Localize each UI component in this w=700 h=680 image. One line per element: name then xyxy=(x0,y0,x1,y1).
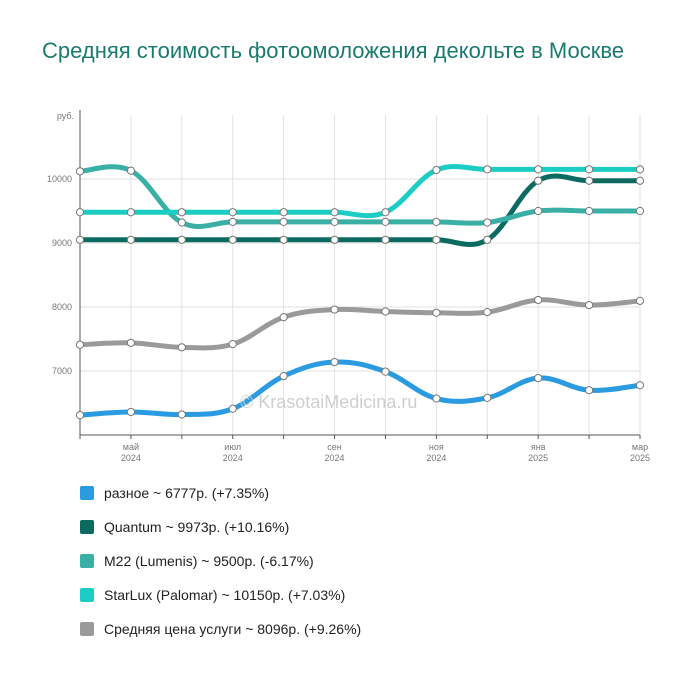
data-point-series-3-1[interactable] xyxy=(126,208,136,217)
x-tick-label-month: май xyxy=(123,442,139,452)
data-point-series-2-9[interactable] xyxy=(534,206,543,216)
data-point-series-2-7[interactable] xyxy=(432,217,441,226)
x-tick-label-month: янв xyxy=(531,442,546,452)
x-tick-label-year: 2025 xyxy=(630,453,650,463)
data-point-series-4-1[interactable] xyxy=(126,338,136,347)
data-point-series-1-0[interactable] xyxy=(75,235,85,244)
chart-title: Средняя стоимость фотоомоложения декольт… xyxy=(42,38,625,63)
data-point-series-3-10[interactable] xyxy=(584,165,594,174)
data-point-series-3-8[interactable] xyxy=(483,165,492,174)
legend-item[interactable]: M22 (Lumenis) ~ 9500р. (-6.17%) xyxy=(80,552,361,586)
data-point-series-2-3[interactable] xyxy=(228,217,237,226)
legend-label: Quantum ~ 9973р. (+10.16%) xyxy=(104,519,290,535)
data-point-series-1-10[interactable] xyxy=(584,176,594,185)
data-point-series-0-10[interactable] xyxy=(584,386,594,395)
x-tick-label-year: 2024 xyxy=(223,453,243,463)
legend-swatch xyxy=(80,554,94,568)
x-tick-label-year: 2024 xyxy=(325,453,345,463)
data-point-series-2-1[interactable] xyxy=(126,166,136,175)
data-point-series-1-1[interactable] xyxy=(126,235,136,244)
data-point-series-0-1[interactable] xyxy=(126,407,136,417)
y-tick-label: 10000 xyxy=(47,174,72,184)
series-line-0 xyxy=(77,359,643,418)
data-point-series-1-7[interactable] xyxy=(432,235,441,244)
data-point-series-1-6[interactable] xyxy=(381,235,390,244)
data-point-series-4-11[interactable] xyxy=(635,296,645,305)
data-point-series-2-2[interactable] xyxy=(177,218,186,227)
data-point-series-0-8[interactable] xyxy=(483,393,492,402)
data-point-series-2-4[interactable] xyxy=(279,217,288,226)
data-point-series-3-9[interactable] xyxy=(534,165,543,174)
data-point-series-4-4[interactable] xyxy=(279,313,288,322)
data-point-series-0-7[interactable] xyxy=(432,394,441,403)
legend-label: разное ~ 6777р. (+7.35%) xyxy=(104,485,269,501)
x-tick-label-month: июл xyxy=(224,442,241,452)
data-point-series-4-0[interactable] xyxy=(75,340,85,349)
data-point-series-3-3[interactable] xyxy=(228,208,237,217)
data-point-series-1-3[interactable] xyxy=(228,235,237,244)
data-point-series-1-4[interactable] xyxy=(279,235,288,244)
y-axis-unit: руб. xyxy=(57,111,74,121)
y-tick-label: 7000 xyxy=(52,366,72,376)
x-tick-label-year: 2024 xyxy=(121,453,141,463)
x-tick-label-month: ноя xyxy=(429,442,444,452)
data-point-series-4-6[interactable] xyxy=(381,307,390,316)
legend-label: StarLux (Palomar) ~ 10150р. (+7.03%) xyxy=(104,587,346,603)
series-line-4 xyxy=(77,297,643,351)
data-point-series-1-2[interactable] xyxy=(177,235,186,244)
chart-legend: разное ~ 6777р. (+7.35%) Quantum ~ 9973р.… xyxy=(80,484,361,654)
legend-label: M22 (Lumenis) ~ 9500р. (-6.17%) xyxy=(104,553,314,569)
data-point-series-0-4[interactable] xyxy=(279,372,288,381)
x-tick-label-year: 2025 xyxy=(528,453,548,463)
legend-item[interactable]: StarLux (Palomar) ~ 10150р. (+7.03%) xyxy=(80,586,361,620)
data-point-series-4-9[interactable] xyxy=(534,295,543,305)
legend-item[interactable]: разное ~ 6777р. (+7.35%) xyxy=(80,484,361,518)
legend-item[interactable]: Quantum ~ 9973р. (+10.16%) xyxy=(80,518,361,552)
data-point-series-0-9[interactable] xyxy=(534,373,543,383)
data-point-series-3-7[interactable] xyxy=(432,165,441,175)
data-point-series-3-6[interactable] xyxy=(381,208,390,217)
legend-label: Средняя цена услуги ~ 8096р. (+9.26%) xyxy=(104,621,362,637)
line-chart: 70008000900010000руб.май2024июл2024сен20… xyxy=(47,110,650,463)
data-point-series-0-0[interactable] xyxy=(75,411,85,420)
data-point-series-2-5[interactable] xyxy=(330,217,339,226)
data-point-series-0-11[interactable] xyxy=(635,381,645,390)
data-point-series-4-7[interactable] xyxy=(432,308,441,317)
data-point-series-0-5[interactable] xyxy=(330,357,339,367)
x-tick-label-month: мар xyxy=(632,442,648,452)
legend-swatch xyxy=(80,588,94,602)
data-point-series-2-8[interactable] xyxy=(483,218,492,227)
data-point-series-3-2[interactable] xyxy=(177,208,186,217)
data-point-series-3-5[interactable] xyxy=(330,208,339,217)
x-tick-label-year: 2024 xyxy=(426,453,446,463)
data-point-series-1-8[interactable] xyxy=(483,235,492,244)
data-point-series-3-4[interactable] xyxy=(279,208,288,217)
data-point-series-4-8[interactable] xyxy=(483,308,492,317)
x-tick-label-month: сен xyxy=(327,442,342,452)
data-point-series-3-11[interactable] xyxy=(635,165,645,174)
data-point-series-2-0[interactable] xyxy=(75,167,85,176)
data-point-series-2-11[interactable] xyxy=(635,206,645,216)
data-point-series-4-3[interactable] xyxy=(228,340,237,349)
legend-swatch xyxy=(80,622,94,636)
data-point-series-0-6[interactable] xyxy=(381,367,390,376)
y-tick-label: 9000 xyxy=(52,238,72,248)
data-point-series-1-11[interactable] xyxy=(635,176,645,185)
legend-swatch xyxy=(80,486,94,500)
data-point-series-2-10[interactable] xyxy=(584,206,594,216)
legend-swatch xyxy=(80,520,94,534)
watermark: © KrasotaiMedicina.ru xyxy=(240,392,418,412)
data-point-series-4-5[interactable] xyxy=(330,305,339,314)
data-point-series-2-6[interactable] xyxy=(381,217,390,226)
data-point-series-4-10[interactable] xyxy=(584,300,594,310)
data-point-series-0-3[interactable] xyxy=(228,404,237,413)
data-point-series-3-0[interactable] xyxy=(75,208,85,217)
y-tick-label: 8000 xyxy=(52,302,72,312)
legend-item[interactable]: Средняя цена услуги ~ 8096р. (+9.26%) xyxy=(80,620,361,654)
data-point-series-4-2[interactable] xyxy=(177,343,186,352)
data-point-series-0-2[interactable] xyxy=(177,410,186,419)
data-point-series-1-9[interactable] xyxy=(534,176,543,185)
data-point-series-1-5[interactable] xyxy=(330,235,339,244)
